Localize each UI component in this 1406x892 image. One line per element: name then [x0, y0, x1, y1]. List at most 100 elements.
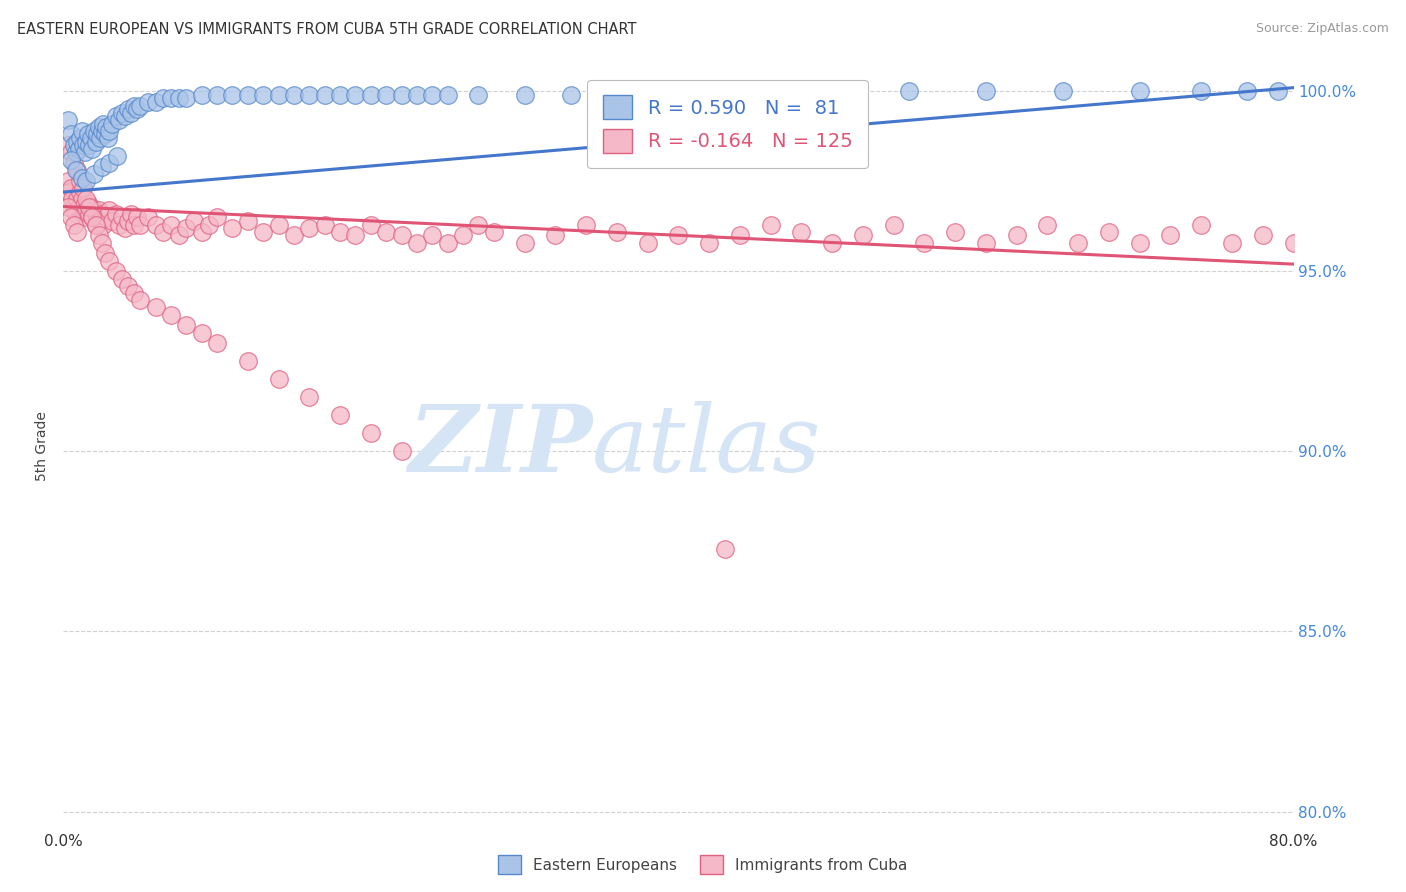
Point	[221, 87, 243, 102]
Point	[1098, 225, 1121, 239]
Point	[82, 211, 104, 225]
Point	[728, 87, 751, 102]
Legend: R = 0.590   N =  81, R = -0.164   N = 125: R = 0.590 N = 81, R = -0.164 N = 125	[588, 79, 868, 168]
Point	[1036, 218, 1059, 232]
Point	[190, 326, 212, 340]
Point	[252, 87, 274, 102]
Point	[86, 128, 108, 142]
Point	[298, 221, 321, 235]
Point	[283, 87, 305, 102]
Point	[59, 181, 82, 195]
Text: ZIP: ZIP	[408, 401, 592, 491]
Point	[713, 541, 735, 556]
Point	[62, 192, 84, 206]
Point	[852, 228, 875, 243]
Point	[375, 87, 398, 102]
Point	[236, 214, 259, 228]
Point	[167, 228, 190, 243]
Point	[65, 163, 87, 178]
Point	[1067, 235, 1090, 250]
Point	[329, 225, 352, 239]
Point	[914, 235, 936, 250]
Point	[790, 225, 813, 239]
Point	[560, 87, 582, 102]
Point	[82, 211, 104, 225]
Point	[87, 228, 110, 243]
Point	[80, 200, 103, 214]
Point	[63, 200, 86, 214]
Point	[98, 156, 121, 170]
Point	[72, 181, 94, 195]
Point	[183, 214, 205, 228]
Point	[117, 214, 139, 228]
Point	[1236, 84, 1258, 98]
Point	[120, 106, 142, 120]
Point	[406, 87, 429, 102]
Point	[72, 138, 94, 153]
Point	[91, 218, 114, 232]
Point	[111, 211, 134, 225]
Point	[221, 221, 243, 235]
Point	[152, 225, 174, 239]
Point	[114, 110, 136, 124]
Point	[111, 106, 134, 120]
Point	[943, 225, 966, 239]
Point	[136, 95, 159, 109]
Point	[267, 372, 290, 386]
Point	[283, 228, 305, 243]
Point	[198, 218, 221, 232]
Point	[360, 218, 382, 232]
Point	[1052, 84, 1074, 98]
Point	[127, 102, 148, 116]
Point	[145, 218, 167, 232]
Point	[66, 192, 89, 206]
Point	[56, 174, 79, 188]
Point	[89, 131, 111, 145]
Point	[72, 200, 94, 214]
Point	[59, 145, 82, 160]
Point	[174, 221, 197, 235]
Point	[314, 218, 336, 232]
Point	[59, 128, 82, 142]
Point	[75, 203, 97, 218]
Point	[436, 235, 458, 250]
Point	[59, 153, 82, 167]
Point	[167, 91, 190, 105]
Point	[467, 87, 489, 102]
Point	[467, 218, 489, 232]
Point	[98, 124, 121, 138]
Point	[65, 145, 87, 160]
Point	[190, 225, 212, 239]
Point	[1251, 228, 1274, 243]
Point	[436, 87, 458, 102]
Point	[91, 117, 114, 131]
Point	[76, 128, 98, 142]
Point	[145, 95, 167, 109]
Point	[96, 211, 118, 225]
Point	[391, 87, 413, 102]
Point	[117, 278, 139, 293]
Point	[114, 221, 136, 235]
Point	[69, 174, 91, 188]
Point	[104, 207, 127, 221]
Point	[83, 203, 105, 218]
Point	[160, 308, 183, 322]
Point	[759, 218, 782, 232]
Point	[637, 235, 659, 250]
Point	[104, 110, 127, 124]
Point	[145, 301, 167, 315]
Point	[883, 218, 905, 232]
Point	[66, 225, 89, 239]
Point	[174, 318, 197, 333]
Point	[56, 200, 79, 214]
Point	[70, 192, 93, 206]
Point	[314, 87, 336, 102]
Point	[84, 218, 107, 232]
Point	[205, 87, 228, 102]
Point	[101, 214, 124, 228]
Point	[105, 149, 128, 163]
Point	[75, 174, 97, 188]
Point	[666, 228, 689, 243]
Point	[82, 142, 104, 156]
Y-axis label: 5th Grade: 5th Grade	[35, 411, 49, 481]
